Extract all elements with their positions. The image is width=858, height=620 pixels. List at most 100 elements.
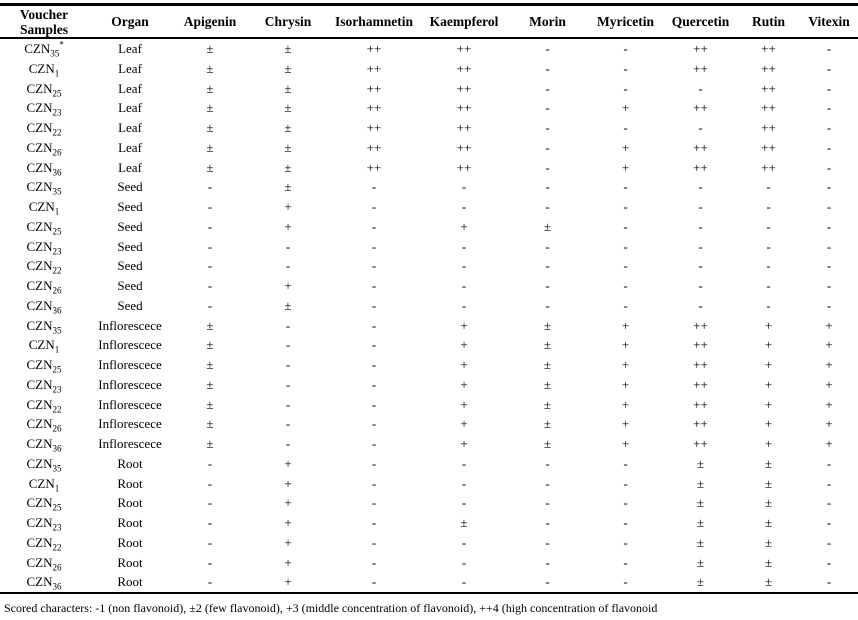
score-cell: - bbox=[371, 475, 377, 491]
sample-cell: CZN26 bbox=[26, 278, 62, 296]
sample-cell: CZN22 bbox=[26, 534, 62, 553]
score-cell: - bbox=[766, 218, 771, 234]
score-cell: - bbox=[545, 100, 550, 116]
score-cell: + bbox=[284, 534, 292, 550]
score-cell: - bbox=[826, 199, 832, 214]
organ-cell: Root bbox=[117, 574, 143, 590]
score-cell: - bbox=[698, 80, 703, 96]
score-cell: ± bbox=[284, 159, 292, 175]
organ-cell: Inflorescece bbox=[98, 436, 162, 451]
score-cell: ± bbox=[460, 515, 468, 530]
table-row: CZN1 Root - + - - - - ± ± - bbox=[0, 474, 858, 494]
score-cell: ± bbox=[284, 100, 292, 116]
table-row: CZN1 Leaf ± ± ++ ++ - - ++ ++ - bbox=[0, 59, 858, 79]
score-cell: + bbox=[764, 396, 773, 412]
score-cell: - bbox=[371, 416, 377, 432]
score-cell: + bbox=[825, 416, 833, 432]
sample-cell: CZN35* bbox=[24, 39, 64, 59]
score-cell: - bbox=[623, 534, 628, 550]
score-cell: + bbox=[460, 416, 468, 432]
score-cell: - bbox=[545, 297, 550, 313]
score-cell: - bbox=[545, 495, 550, 511]
score-cell: ± bbox=[284, 120, 292, 135]
organ-cell: Leaf bbox=[118, 80, 142, 96]
score-cell: + bbox=[621, 337, 630, 353]
score-cell: + bbox=[764, 357, 773, 372]
score-cell: + bbox=[825, 317, 833, 333]
score-cell: - bbox=[623, 199, 628, 214]
score-cell: + bbox=[460, 436, 468, 451]
score-cell: + bbox=[460, 317, 468, 333]
score-cell: - bbox=[545, 258, 550, 274]
sample-cell: CZN35 bbox=[26, 455, 62, 474]
col-header-vitexin: Vitexin bbox=[800, 4, 858, 39]
score-cell: + bbox=[621, 416, 630, 432]
table-row: CZN25 Leaf ± ± ++ ++ - - - ++ - bbox=[0, 79, 858, 99]
score-cell: - bbox=[371, 455, 377, 471]
score-cell: - bbox=[371, 258, 377, 274]
score-cell: ++ bbox=[693, 317, 708, 333]
score-cell: - bbox=[698, 120, 703, 135]
score-cell: ++ bbox=[366, 100, 382, 116]
sample-cell: CZN23 bbox=[26, 238, 62, 257]
score-cell: - bbox=[371, 199, 377, 214]
sample-cell: CZN1 bbox=[28, 199, 60, 217]
organ-cell: Root bbox=[117, 495, 143, 511]
score-cell: + bbox=[825, 396, 833, 412]
score-cell: ± bbox=[206, 120, 214, 135]
score-cell: ± bbox=[206, 337, 214, 353]
score-cell: - bbox=[623, 218, 628, 234]
table-row: CZN23 Root - + - ± - - ± ± - bbox=[0, 513, 858, 533]
sample-cell: CZN35 bbox=[26, 179, 62, 197]
score-cell: - bbox=[371, 495, 377, 511]
score-cell: - bbox=[371, 297, 377, 313]
score-cell: - bbox=[461, 179, 467, 195]
organ-cell: Leaf bbox=[118, 60, 142, 76]
organ-cell: Seed bbox=[117, 297, 143, 313]
score-cell: + bbox=[284, 515, 292, 530]
table-row: CZN25 Inflorescece ± - - + ± + ++ + + bbox=[0, 355, 858, 375]
score-cell: - bbox=[285, 396, 291, 412]
score-cell: ± bbox=[206, 41, 214, 56]
col-header-rutin: Rutin bbox=[737, 4, 800, 39]
col-header-isorhamnetin: Isorhamnetin bbox=[328, 4, 420, 39]
score-cell: + bbox=[284, 574, 292, 590]
score-cell: - bbox=[698, 258, 703, 274]
score-cell: - bbox=[461, 278, 467, 293]
table-row: CZN36 Inflorescece ± - - + ± + ++ + + bbox=[0, 434, 858, 454]
score-cell: + bbox=[621, 100, 630, 116]
score-cell: - bbox=[207, 554, 213, 570]
score-cell: - bbox=[461, 495, 467, 511]
score-cell: ± bbox=[696, 554, 705, 570]
sample-cell: CZN23 bbox=[26, 515, 62, 533]
score-cell: - bbox=[207, 199, 213, 214]
score-cell: ++ bbox=[693, 100, 708, 116]
score-cell: - bbox=[766, 258, 771, 274]
score-cell: ± bbox=[696, 455, 705, 471]
score-cell: - bbox=[371, 238, 377, 254]
score-cell: + bbox=[621, 357, 630, 372]
score-cell: - bbox=[826, 475, 832, 491]
table-row: CZN23 Seed - - - - - - - - - bbox=[0, 237, 858, 257]
organ-cell: Inflorescece bbox=[98, 357, 162, 372]
score-cell: - bbox=[623, 475, 628, 491]
organ-cell: Seed bbox=[117, 218, 143, 234]
score-cell: - bbox=[285, 337, 291, 353]
score-cell: - bbox=[285, 317, 291, 333]
score-cell: - bbox=[698, 218, 703, 234]
score-cell: - bbox=[207, 475, 213, 491]
score-cell: ± bbox=[543, 218, 552, 234]
sample-cell: CZN22 bbox=[26, 120, 62, 138]
table-row: CZN36 Seed - ± - - - - - - - bbox=[0, 296, 858, 316]
sample-cell: CZN25 bbox=[26, 218, 62, 237]
score-cell: ± bbox=[206, 100, 214, 116]
score-cell: - bbox=[826, 495, 832, 511]
score-cell: ++ bbox=[693, 376, 708, 392]
score-cell: - bbox=[826, 218, 832, 234]
score-cell: ++ bbox=[456, 100, 472, 116]
score-cell: + bbox=[284, 278, 292, 293]
score-cell: - bbox=[545, 60, 550, 76]
score-cell: - bbox=[461, 574, 467, 590]
score-cell: + bbox=[284, 199, 292, 214]
sample-cell: CZN1 bbox=[28, 475, 60, 494]
